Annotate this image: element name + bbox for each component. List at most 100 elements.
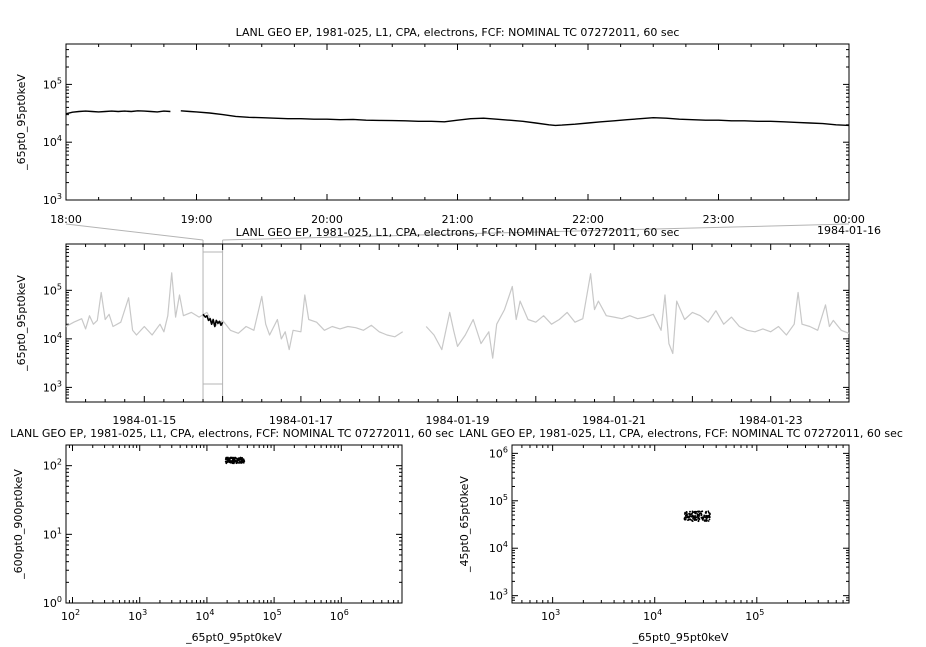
bottom-left-data-point: [230, 460, 232, 463]
bottom-right-xtick-label-exponent: 3: [555, 608, 560, 617]
bottom-left-data-point: [238, 460, 241, 463]
bottom-left-data-point: [226, 460, 228, 463]
bottom-left-data-point: [237, 457, 240, 459]
bottom-right-xtick-label: 103: [541, 608, 560, 623]
bottom-left-data-point: [240, 457, 243, 459]
middle-ytick-label-base: 10: [43, 284, 57, 297]
bottom-right-data-point: [683, 518, 686, 520]
bottom-left-xtick-label: 102: [61, 608, 80, 623]
middle-ytick-label-exponent: 5: [57, 282, 62, 291]
top-xtick-label: 00:00: [833, 213, 865, 226]
middle-chart-title: LANL GEO EP, 1981-025, L1, CPA, electron…: [236, 226, 680, 239]
bottom-right-data-point: [707, 514, 710, 517]
middle-panel: LANL GEO EP, 1981-025, L1, CPA, electron…: [15, 223, 850, 427]
bottom-right-ytick-label-exponent: 3: [503, 588, 508, 597]
bottom-right-ytick-label: 105: [489, 493, 508, 508]
bottom-right-data-point: [684, 511, 686, 514]
bottom-left-ytick-label-exponent: 2: [57, 458, 62, 467]
top-chart-title: LANL GEO EP, 1981-025, L1, CPA, electron…: [236, 26, 680, 39]
bottom-right-ytick-label-exponent: 5: [503, 493, 508, 502]
bottom-right-data-point: [691, 511, 694, 514]
bottom-right-ytick-label-base: 10: [489, 590, 503, 603]
bottom-left-xtick-label: 106: [330, 608, 349, 623]
bottom-right-xtick-label-base: 10: [643, 610, 657, 623]
top-panel: LANL GEO EP, 1981-025, L1, CPA, electron…: [15, 26, 881, 237]
bottom-right-data-point: [708, 512, 711, 515]
top-ylabel: _65pt0_95pt0keV: [15, 74, 28, 171]
bottom-left-data-point: [233, 459, 236, 462]
bottom-left-data-point: [242, 461, 245, 464]
bottom-left-xlabel: _65pt0_95pt0keV: [185, 631, 282, 644]
bottom-right-ytick-label: 106: [489, 445, 508, 460]
bottom-right-data-point: [707, 520, 710, 522]
bottom-left-xtick-label-exponent: 5: [277, 608, 282, 617]
bottom-left-ytick-label-exponent: 0: [57, 595, 62, 604]
bottom-right-ylabel: _45pt0_65pt0keV: [458, 476, 471, 573]
bottom-left-ytick-label-base: 10: [43, 460, 57, 473]
bottom-right-data-point: [692, 516, 695, 519]
middle-xtick-label: 1984-01-21: [582, 414, 646, 427]
middle-ytick-label-base: 10: [43, 333, 57, 346]
top-xtick-label: 20:00: [311, 213, 343, 226]
bottom-right-xtick-label-base: 10: [745, 610, 759, 623]
bottom-left-data-point: [225, 461, 228, 464]
bottom-right-data-point: [690, 515, 692, 518]
bottom-left-data-point: [233, 461, 236, 463]
bottom-right-data-point: [688, 516, 690, 518]
bottom-left-chart-title: LANL GEO EP, 1981-025, L1, CPA, electron…: [10, 427, 454, 440]
top-xtick-label: 18:00: [50, 213, 82, 226]
bottom-right-data-point: [703, 515, 706, 518]
middle-xtick-label: 1984-01-17: [269, 414, 333, 427]
bottom-left-data-point: [236, 461, 239, 464]
middle-series-line-gray: [65, 272, 850, 359]
bottom-right-data-point: [707, 510, 710, 513]
bottom-right-ytick-label-base: 10: [489, 447, 503, 460]
top-ytick-label: 103: [43, 192, 62, 207]
bottom-right-data-point: [700, 514, 703, 517]
bottom-left-data-point: [232, 457, 235, 460]
bottom-right-data-point: [708, 518, 711, 521]
middle-ytick-label-exponent: 4: [57, 331, 62, 340]
bottom-left-ytick-label-base: 10: [43, 597, 57, 610]
middle-ytick-label-base: 10: [43, 381, 57, 394]
bottom-right-data-point: [694, 512, 697, 515]
middle-xtick-label: 1984-01-15: [112, 414, 176, 427]
bottom-left-data-point: [243, 460, 245, 463]
bottom-right-xtick-label: 105: [745, 608, 764, 623]
bottom-left-xtick-label: 103: [128, 608, 147, 623]
top-ytick-label-base: 10: [43, 194, 57, 207]
top-ytick-label-exponent: 4: [57, 134, 62, 143]
middle-ytick-label: 103: [43, 379, 62, 394]
zoom-connector-right: [222, 223, 850, 241]
top-ytick-label-base: 10: [43, 136, 57, 149]
bottom-left-ytick-label: 101: [43, 526, 62, 541]
bottom-left-ytick-label: 100: [43, 595, 62, 610]
bottom-left-ytick-label-exponent: 1: [57, 526, 62, 535]
bottom-left-data-point: [239, 458, 242, 461]
bottom-left-data-point: [232, 459, 235, 462]
bottom-left-xtick-label-base: 10: [61, 610, 75, 623]
bottom-right-plot-frame: [511, 444, 850, 604]
bottom-right-data-point: [705, 517, 708, 520]
bottom-left-data-point: [235, 460, 238, 463]
bottom-right-data-point: [701, 510, 704, 513]
top-ytick-label-exponent: 3: [57, 192, 62, 201]
bottom-left-data-point: [241, 459, 244, 461]
bottom-right-data-point: [696, 510, 699, 513]
top-xtick-label: 21:00: [442, 213, 474, 226]
top-ytick-label-base: 10: [43, 78, 57, 91]
bottom-right-ytick-label: 103: [489, 588, 508, 603]
bottom-left-xtick-label-exponent: 3: [142, 608, 147, 617]
top-date-label: 1984-01-16: [817, 224, 881, 237]
bottom-right-data-point: [694, 518, 697, 521]
bottom-right-data-point: [685, 511, 688, 514]
top-ytick-label-exponent: 5: [57, 76, 62, 85]
bottom-right-data-point: [690, 518, 692, 521]
bottom-right-ytick-label-exponent: 6: [503, 445, 508, 454]
bottom-right-data-point: [694, 510, 697, 513]
bottom-right-data-point: [703, 514, 706, 517]
bottom-right-data-point: [694, 516, 697, 519]
bottom-right-chart-title: LANL GEO EP, 1981-025, L1, CPA, electron…: [459, 427, 903, 440]
bottom-right-xtick-label-exponent: 5: [759, 608, 764, 617]
